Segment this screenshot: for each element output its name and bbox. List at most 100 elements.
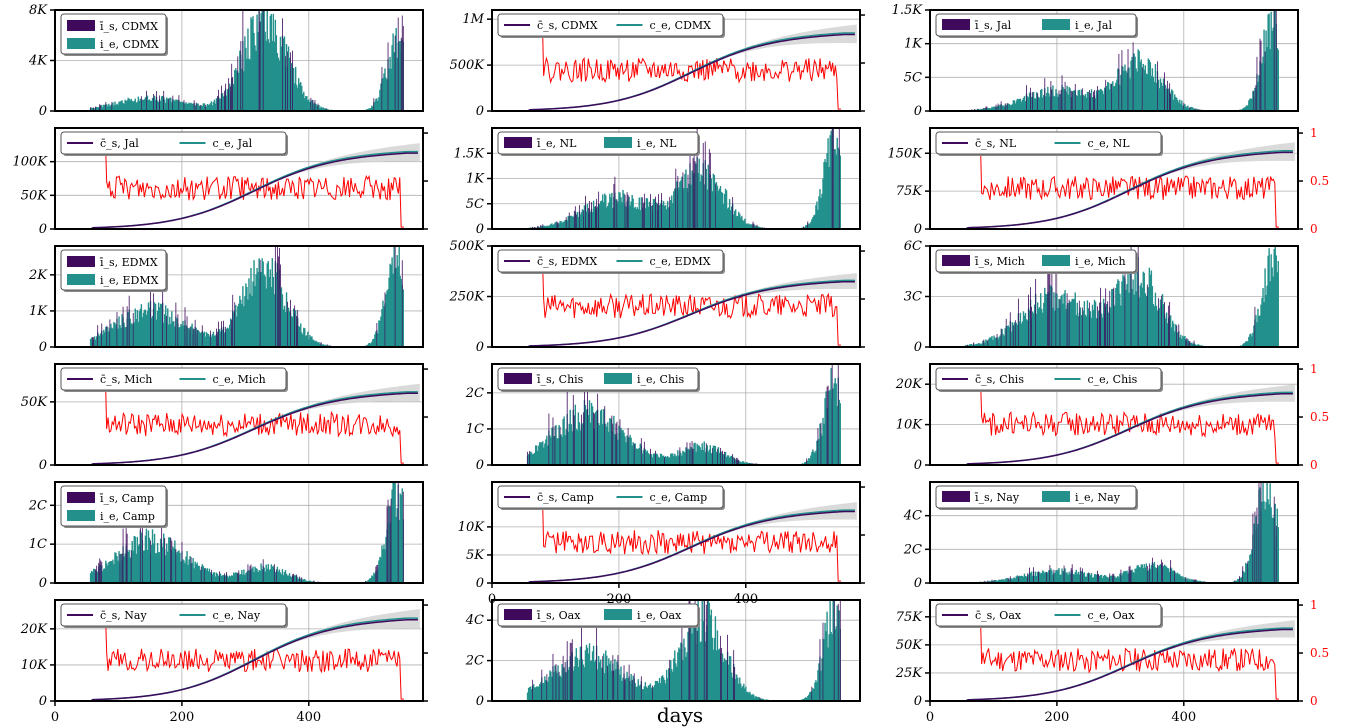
bar-emp — [1269, 49, 1271, 111]
bar-emp — [690, 184, 692, 229]
bar-emp — [655, 681, 658, 701]
bar-emp — [1248, 560, 1250, 583]
bar-emp — [1258, 75, 1260, 111]
bar-emp — [145, 314, 148, 347]
bar-emp — [606, 655, 608, 701]
bar-emp — [722, 454, 725, 465]
bar-emp — [1173, 99, 1175, 111]
bar-emp — [988, 108, 990, 111]
y-tick-label: 150K — [887, 146, 923, 161]
bar-emp — [589, 422, 592, 465]
bar-emp — [276, 53, 279, 111]
bar-emp — [611, 192, 613, 229]
bar-emp — [637, 448, 639, 465]
bar-smooth — [292, 50, 294, 111]
bar-smooth — [365, 580, 367, 583]
bar-emp — [1079, 95, 1082, 111]
bar-emp — [758, 226, 760, 229]
bar-emp — [1075, 314, 1077, 347]
bar-emp — [1056, 293, 1058, 347]
bar-emp — [538, 686, 540, 701]
y-tick-label: 4C — [465, 613, 484, 628]
bar-emp — [549, 224, 551, 229]
right-tick-label: 0 — [1310, 222, 1318, 236]
bar-smooth — [1174, 570, 1176, 583]
bar-emp — [1173, 323, 1175, 347]
bar-emp — [543, 225, 545, 229]
bar-emp — [624, 436, 626, 465]
bar-emp — [246, 286, 248, 347]
bar-emp — [185, 556, 187, 583]
bar-emp — [1134, 568, 1136, 583]
bar-emp — [1194, 343, 1196, 347]
bar-emp — [581, 209, 584, 229]
bar-emp — [321, 344, 323, 347]
bar-emp — [1007, 103, 1009, 111]
bar-emp — [1168, 571, 1171, 583]
bar-emp — [1092, 577, 1095, 583]
bar-smooth — [650, 194, 651, 229]
bar-emp — [705, 169, 707, 229]
bar-emp — [1118, 577, 1120, 583]
bar-smooth — [186, 316, 188, 347]
bar-smooth — [1033, 567, 1035, 583]
bar-emp — [700, 641, 702, 701]
bar-smooth — [1088, 572, 1089, 583]
bar-emp — [828, 390, 830, 465]
bar-emp — [371, 105, 373, 111]
bar-emp — [704, 641, 706, 701]
bar-emp — [642, 450, 645, 465]
legend-swatch — [67, 274, 95, 285]
bar-emp — [214, 335, 217, 347]
bar-emp — [1164, 565, 1167, 583]
bar-emp — [1080, 314, 1083, 347]
bar-smooth — [199, 105, 201, 111]
bar-emp — [535, 687, 537, 701]
bar-emp — [806, 224, 808, 229]
bar-emp — [626, 671, 628, 701]
bar-emp — [639, 443, 641, 465]
bar-smooth — [164, 538, 166, 583]
bar-smooth — [1046, 572, 1048, 583]
bar-emp — [117, 560, 119, 583]
x-axis-label: days — [657, 703, 703, 727]
bar-emp — [1236, 579, 1239, 583]
bar-emp — [691, 633, 693, 701]
bar-smooth — [101, 561, 103, 583]
bar-smooth — [1158, 298, 1159, 347]
bar-smooth — [1169, 301, 1171, 347]
bar-emp — [688, 183, 690, 229]
bar-smooth — [591, 202, 592, 229]
bar-emp — [323, 344, 325, 347]
bar-emp — [1026, 96, 1029, 111]
bar-emp — [104, 332, 106, 347]
y-tick-label: 20K — [895, 377, 924, 392]
bar-emp — [713, 638, 716, 701]
bar-emp — [1259, 315, 1261, 347]
bar-emp — [376, 98, 378, 111]
bar-emp — [735, 209, 737, 229]
bar-emp — [1177, 100, 1179, 111]
bar-emp — [823, 161, 825, 229]
bar-emp — [191, 562, 193, 583]
bar-emp — [1043, 95, 1045, 111]
bar-emp — [272, 13, 275, 112]
bar-emp — [1152, 76, 1155, 111]
ratio-line — [526, 486, 841, 582]
bar-emp — [986, 340, 988, 347]
bar-emp — [1135, 291, 1137, 347]
bar-emp — [1068, 87, 1070, 111]
bar-emp — [584, 650, 587, 701]
bar-smooth — [756, 224, 758, 229]
bar-emp — [1178, 574, 1180, 583]
bar-emp — [378, 560, 380, 583]
bar-emp — [812, 449, 814, 465]
bar-emp — [735, 459, 737, 465]
bar-smooth — [686, 442, 688, 465]
bar-emp — [710, 609, 713, 701]
bar-emp — [754, 225, 756, 229]
bar-smooth — [387, 499, 389, 583]
bar-emp — [1266, 47, 1268, 111]
bar-emp — [202, 565, 204, 583]
bar-emp — [702, 621, 704, 701]
